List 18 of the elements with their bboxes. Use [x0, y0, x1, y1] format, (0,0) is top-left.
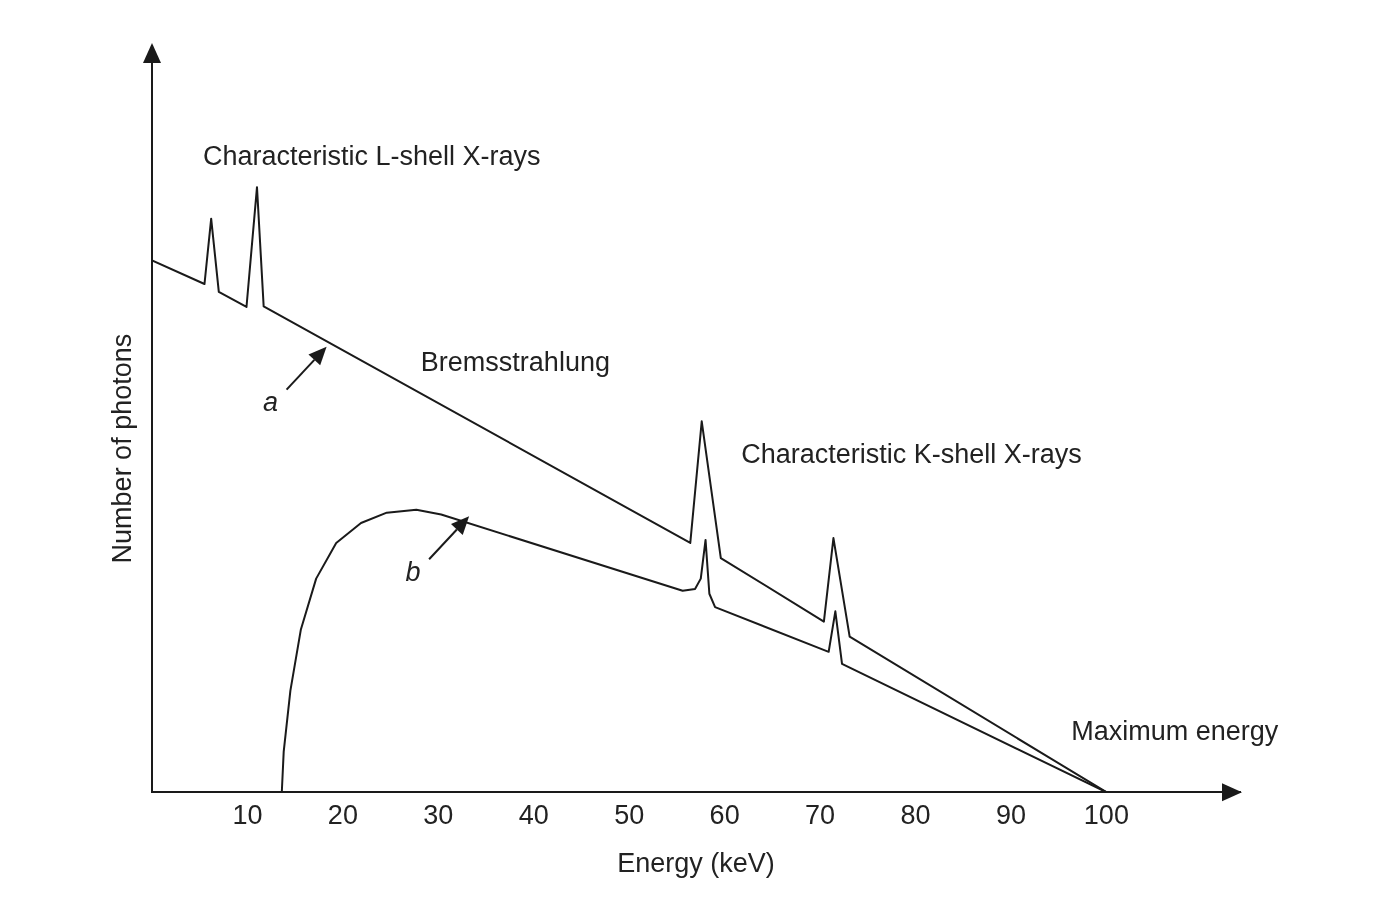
annotation: a: [263, 387, 279, 418]
annotation: Bremsstrahlung: [420, 346, 610, 377]
x-tick-label: 70: [805, 799, 836, 830]
x-tick-label: 40: [518, 799, 549, 830]
x-tick-label: 100: [1083, 799, 1129, 830]
x-tick-label: 50: [614, 799, 645, 830]
x-tick-label: 30: [423, 799, 454, 830]
y-axis-title: Number of photons: [107, 333, 138, 564]
annotation: b: [405, 556, 421, 587]
text: Characteristic L-shell X-rays: [202, 140, 541, 171]
x-tick-label: 80: [900, 799, 931, 830]
x-tick-label: 10: [232, 799, 263, 830]
annotation: Characteristic K-shell X-rays: [741, 439, 1082, 470]
x-tick-label: 20: [327, 799, 358, 830]
x-tick-label: 90: [995, 799, 1026, 830]
x-axis-title: Energy (keV): [617, 848, 775, 879]
x-tick-label: 60: [709, 799, 740, 830]
annotation: Maximum energy: [1071, 715, 1279, 746]
